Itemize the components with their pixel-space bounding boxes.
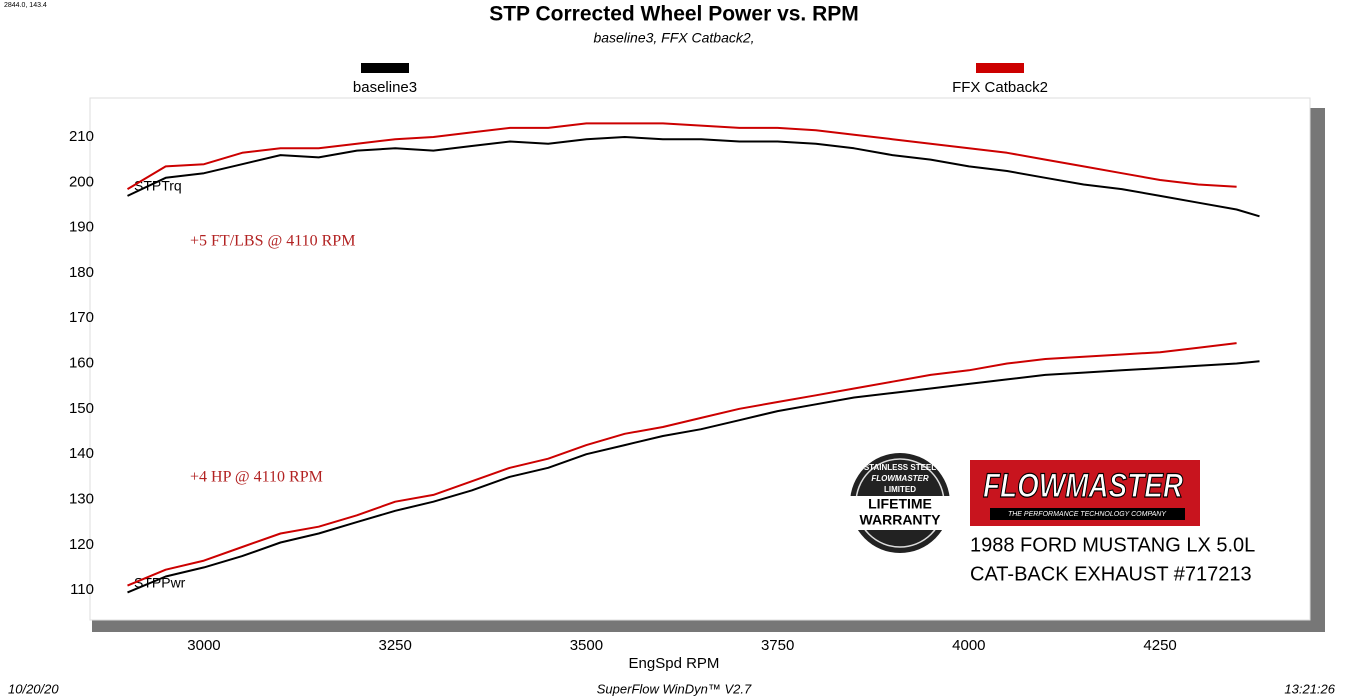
chart-title: STP Corrected Wheel Power vs. RPM	[489, 3, 859, 26]
shadow	[92, 620, 1325, 632]
badge-text: STAINLESS STEEL	[864, 463, 936, 472]
legend-swatch	[976, 63, 1024, 73]
legend-label: FFX Catback2	[952, 79, 1048, 96]
footer-time: 13:21:26	[1284, 681, 1335, 696]
shadow	[1310, 108, 1325, 632]
badge-text: LIMITED	[884, 485, 916, 494]
y-tick-label: 170	[69, 309, 94, 326]
logo-brand: FLOWMASTER	[983, 467, 1183, 505]
y-tick-label: 180	[69, 264, 94, 281]
y-tick-label: 160	[69, 355, 94, 372]
vehicle-text: 1988 FORD MUSTANG LX 5.0L	[970, 534, 1255, 556]
legend-label: baseline3	[353, 79, 417, 96]
x-tick-label: 3500	[570, 637, 603, 654]
cursor-readout: 2844.0, 143.4	[4, 2, 47, 9]
x-axis-label: EngSpd RPM	[629, 655, 720, 672]
badge-text: WARRANTY	[860, 512, 942, 528]
x-tick-label: 4000	[952, 637, 985, 654]
footer-date: 10/20/20	[8, 681, 59, 696]
y-tick-label: 130	[69, 490, 94, 507]
data-line	[127, 136, 1260, 218]
x-tick-label: 3250	[379, 637, 412, 654]
annotation: +5 FT/LBS @ 4110 RPM	[190, 233, 355, 250]
y-tick-label: 140	[69, 445, 94, 462]
curve-label: STPPwr	[134, 575, 186, 591]
x-tick-label: 3750	[761, 637, 794, 654]
warranty-badge: STAINLESS STEEL FLOWMASTER LIMITED LIFET…	[848, 453, 952, 553]
y-tick-label: 200	[69, 173, 94, 190]
data-line	[126, 122, 1237, 190]
flowmaster-logo: FLOWMASTER THE PERFORMANCE TECHNOLOGY CO…	[970, 460, 1200, 526]
vehicle-text: CAT-BACK EXHAUST #717213	[970, 563, 1252, 585]
y-tick-label: 110	[70, 581, 94, 598]
legend-swatch	[361, 63, 409, 73]
y-tick-label: 120	[69, 536, 94, 553]
badge-band	[848, 496, 952, 530]
badge-text: LIFETIME	[868, 496, 932, 512]
plot-area	[89, 97, 1311, 621]
data-line	[127, 342, 1237, 587]
y-tick-label: 210	[69, 128, 94, 145]
data-line	[127, 360, 1260, 594]
curve-label: STPTrq	[134, 178, 182, 194]
y-tick-label: 190	[69, 219, 94, 236]
x-tick-label: 3000	[187, 637, 220, 654]
logo-strip	[990, 508, 1185, 520]
logo-tagline: THE PERFORMANCE TECHNOLOGY COMPANY	[1008, 511, 1167, 518]
annotation: +4 HP @ 4110 RPM	[190, 469, 323, 486]
x-tick-label: 4250	[1143, 637, 1176, 654]
footer-software: SuperFlow WinDyn™ V2.7	[597, 681, 752, 696]
y-tick-label: 150	[69, 400, 94, 417]
chart-subtitle: baseline3, FFX Catback2,	[593, 30, 754, 46]
badge-text: FLOWMASTER	[871, 474, 929, 483]
